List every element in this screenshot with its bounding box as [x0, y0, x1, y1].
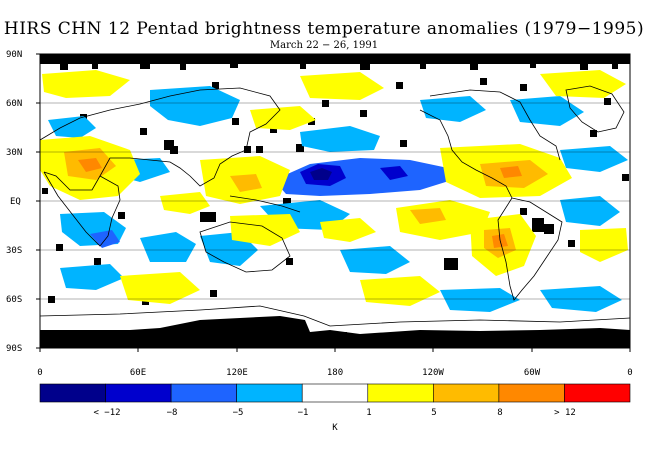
colorbar-label-8: 8 [497, 408, 502, 418]
colorbar-swatch [105, 383, 172, 403]
map-grid [40, 102, 630, 300]
colorbar-swatch [433, 383, 500, 403]
colorbar-label-5-neg: −5 [233, 408, 244, 418]
lon-label-60w: 60W [524, 368, 541, 378]
lat-label-90s: 90S [6, 344, 22, 354]
lat-label-30s: 30S [6, 246, 22, 256]
map-subtitle: March 22 − 26, 1991 [269, 40, 379, 51]
lat-label-30n: 30N [6, 148, 22, 158]
colorbar-swatch [367, 383, 434, 403]
lat-label-90n: 90N [6, 50, 22, 60]
lon-label-180: 180 [327, 368, 343, 378]
longitude-axis: 0 60E 120E 180 120W 60W 0 [37, 348, 633, 378]
lat-label-60s: 60S [6, 295, 22, 305]
coastlines [40, 85, 630, 327]
colorbar-label-5: 5 [431, 408, 436, 418]
colorbar-labels: < −12 −8 −5 −1 1 5 8 > 12 K [93, 408, 575, 433]
lon-label-120w: 120W [422, 368, 444, 378]
missing-data-north [40, 54, 630, 70]
colorbar-swatch [236, 383, 303, 403]
lat-label-60n: 60N [6, 99, 22, 109]
lon-label-0-east: 0 [627, 368, 632, 378]
anomaly-navy [310, 168, 332, 180]
colorbar-label-lt-12: < −12 [93, 408, 120, 418]
colorbar-swatch [301, 383, 369, 403]
colorbar [39, 383, 631, 403]
colorbar-label-1-neg: −1 [298, 408, 309, 418]
map-title: HIRS CHN 12 Pentad brightness temperatur… [3, 19, 645, 39]
lon-label-60e: 60E [130, 368, 146, 378]
colorbar-label-gt-12: > 12 [554, 408, 576, 418]
colorbar-label-1: 1 [366, 408, 371, 418]
map-panel [40, 54, 630, 348]
colorbar-swatch [39, 383, 106, 403]
latitude-axis: 90N 60N 30N EQ 30S 60S 90S [6, 50, 40, 354]
lon-label-0: 0 [37, 368, 42, 378]
anomaly-dark-orange [78, 158, 522, 248]
colorbar-swatch [498, 383, 565, 403]
lon-label-120e: 120E [226, 368, 248, 378]
colorbar-swatch [170, 383, 237, 403]
colorbar-unit: K [332, 423, 338, 433]
colorbar-label-8-neg: −8 [167, 408, 178, 418]
colorbar-swatch [564, 383, 631, 403]
lat-label-eq: EQ [10, 197, 21, 207]
missing-data-south [40, 316, 630, 348]
